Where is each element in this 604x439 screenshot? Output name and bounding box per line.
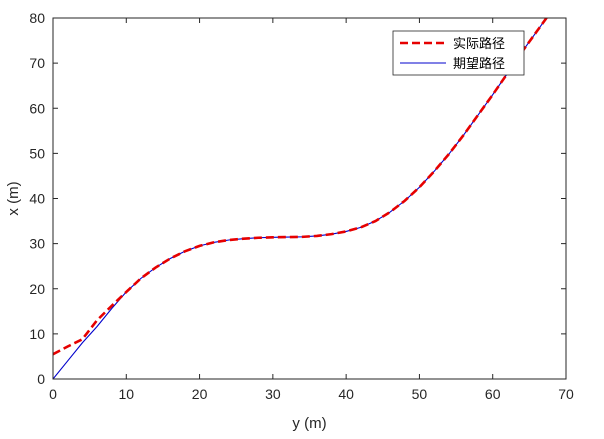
y-tick-label: 70 [29,55,45,71]
series-line-actual-path [53,18,549,356]
y-tick-label: 30 [29,236,45,252]
y-axis-label: x (m) [5,181,22,215]
legend: 实际路径 期望路径 [392,30,525,76]
y-tick-label: 40 [29,191,45,207]
x-tick-label: 60 [485,386,501,402]
plot-area [53,18,566,379]
x-tick-label: 0 [49,386,57,402]
x-tick-label: 50 [412,386,428,402]
y-tick-label: 10 [29,326,45,342]
legend-label-desired-path: 期望路径 [453,56,505,72]
y-tick-label: 80 [29,10,45,26]
x-tick-label: 30 [265,386,281,402]
x-tick-label: 10 [118,386,134,402]
y-tick-label: 60 [29,100,45,116]
axis-ticks: 0 10 20 30 40 50 60 70 0 10 20 30 40 50 60 70 80 [29,10,574,402]
x-tick-label: 70 [558,386,574,402]
x-axis-label: y (m) [292,415,326,432]
legend-label-actual-path: 实际路径 [453,36,505,52]
x-tick-label: 40 [338,386,354,402]
y-tick-label: 0 [37,371,45,387]
series-layer [53,18,549,379]
legend-box [392,30,525,76]
y-tick-label: 50 [29,145,45,161]
x-tick-label: 20 [192,386,208,402]
y-tick-label: 20 [29,281,45,297]
